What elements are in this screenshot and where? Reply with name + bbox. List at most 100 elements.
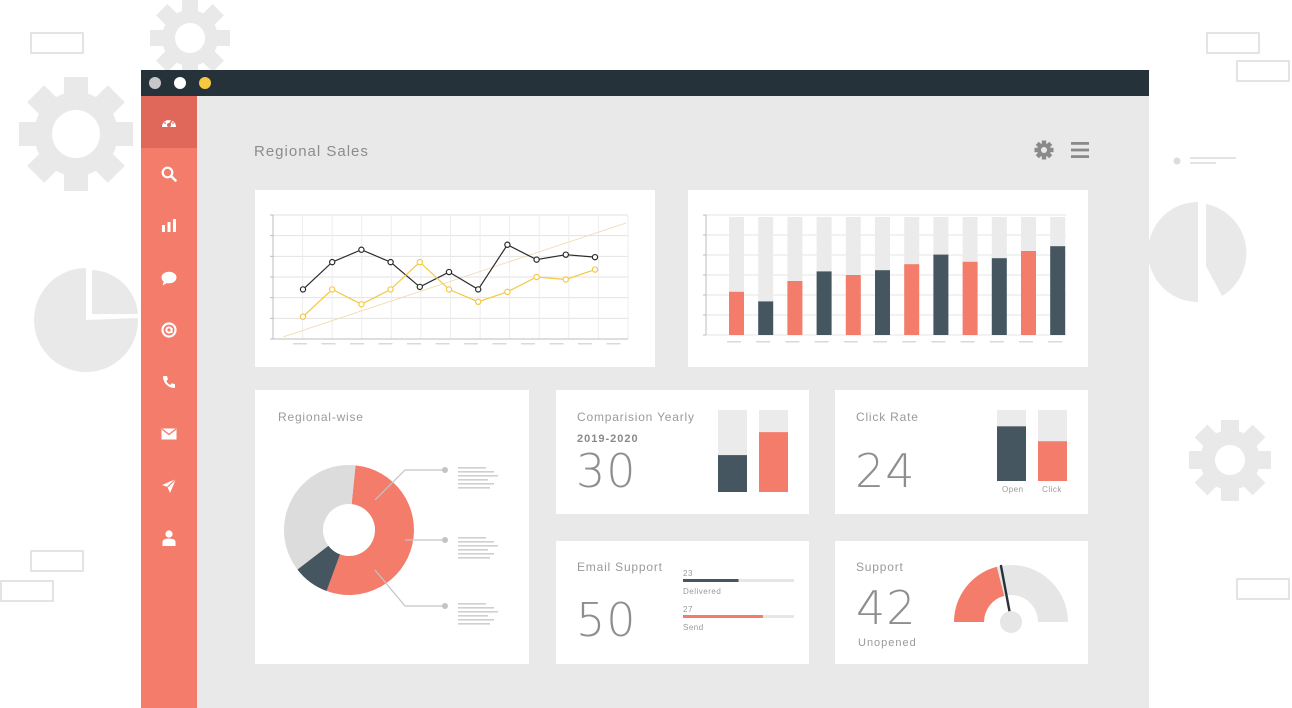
decoration-rect <box>0 580 54 602</box>
progress-fill <box>683 579 739 582</box>
legend-text-placeholder <box>458 475 498 477</box>
donut-slice <box>297 545 341 592</box>
donut-slice <box>326 465 414 595</box>
email-support-card: Email Support 50 23 Delivered 27 Send <box>556 541 809 664</box>
data-point <box>299 286 307 293</box>
bar-chart <box>703 214 1066 343</box>
leader-dot <box>442 467 448 473</box>
legend-text-placeholder <box>458 471 494 473</box>
send-count: 27 <box>683 605 693 614</box>
gauge-needle <box>999 564 1012 616</box>
sidebar-item-profile[interactable] <box>141 512 197 564</box>
click-rate-card: Click Rate 24 Open Click <box>835 390 1088 514</box>
bar <box>845 275 861 335</box>
x-tick-label-placeholder <box>293 343 307 345</box>
app-window: Regional Sales <box>141 70 1149 708</box>
sidebar-item-charts[interactable] <box>141 200 197 252</box>
donut-slice <box>284 465 356 570</box>
gauge-fill <box>954 566 1005 622</box>
bar <box>991 258 1007 335</box>
line-chart <box>270 214 629 345</box>
x-tick-label-placeholder <box>435 343 450 345</box>
progress-fill <box>683 615 763 618</box>
support-gauge <box>954 564 1068 633</box>
sidebar-item-search[interactable] <box>141 148 197 200</box>
legend-text-placeholder <box>458 619 494 621</box>
sidebar-item-mentions[interactable] <box>141 304 197 356</box>
gear-icon[interactable] <box>1034 140 1054 160</box>
bar <box>933 254 949 335</box>
bar <box>997 426 1026 481</box>
legend-text-placeholder <box>458 537 486 539</box>
title-bar <box>141 70 1149 96</box>
sidebar-item-phone[interactable] <box>141 356 197 408</box>
gear-decoration-icon <box>19 77 133 191</box>
window-close-dot[interactable] <box>149 77 161 89</box>
x-tick-label-placeholder <box>606 343 621 345</box>
bar <box>758 301 774 335</box>
decoration-lines <box>1173 157 1236 165</box>
legend-text-placeholder <box>458 607 494 609</box>
data-point <box>533 256 540 263</box>
decoration-rect <box>1236 60 1290 82</box>
x-tick-label-placeholder <box>521 343 535 345</box>
legend-text-placeholder <box>458 623 490 625</box>
legend-text-placeholder <box>458 545 498 547</box>
bar <box>718 455 747 492</box>
chat-icon <box>161 271 177 285</box>
comparison-bars <box>718 410 788 492</box>
sidebar-item-dashboard[interactable] <box>141 96 197 148</box>
sidebar-item-mail[interactable] <box>141 408 197 460</box>
support-title: Support <box>856 560 904 574</box>
comparison-period: 2019-2020 <box>577 433 639 445</box>
x-tick-label-placeholder <box>931 341 946 343</box>
email-support-title: Email Support <box>577 560 663 574</box>
donut-chart <box>284 465 498 625</box>
sidebar-item-messages[interactable] <box>141 252 197 304</box>
legend-text-placeholder <box>458 553 494 555</box>
bar-chart-card <box>688 190 1088 367</box>
x-tick-label-placeholder <box>873 341 887 343</box>
data-point <box>299 313 307 320</box>
leader-dot <box>442 537 448 543</box>
leader-line <box>374 569 445 607</box>
gauge-track <box>996 565 1068 622</box>
x-tick-label-placeholder <box>902 341 917 343</box>
dashboard-icon <box>162 118 176 127</box>
comparison-yearly-title: Comparision Yearly <box>577 410 695 424</box>
decoration-rect <box>1236 578 1290 600</box>
mail-icon <box>161 428 177 440</box>
leader-dot <box>442 603 448 609</box>
regional-wise-card: Regional-wise <box>255 390 529 664</box>
line-chart-card <box>255 190 655 367</box>
hamburger-menu-icon[interactable] <box>1070 140 1090 160</box>
support-card: Support 42 Unopened <box>835 541 1088 664</box>
line-series-0 <box>302 243 596 291</box>
bar <box>759 432 788 492</box>
window-maximize-dot[interactable] <box>199 77 211 89</box>
window-minimize-dot[interactable] <box>174 77 186 89</box>
click-rate-bars <box>997 410 1067 481</box>
data-point <box>445 286 453 293</box>
comparison-yearly-card: Comparision Yearly 2019-2020 30 <box>556 390 809 514</box>
click-rate-click-label: Click <box>1042 485 1062 494</box>
send-label: Send <box>683 623 704 632</box>
legend-text-placeholder <box>458 483 494 485</box>
user-icon <box>162 530 176 546</box>
legend-text-placeholder <box>458 615 488 617</box>
send-icon <box>162 478 177 493</box>
legend-text-placeholder <box>458 611 498 613</box>
data-point <box>591 266 599 273</box>
click-rate-open-label: Open <box>1002 485 1024 494</box>
bar-chart-icon <box>162 219 176 232</box>
x-tick-label-placeholder <box>727 341 741 343</box>
pie-decoration-icon <box>1148 202 1247 302</box>
sidebar-item-send[interactable] <box>141 460 197 512</box>
at-sign-icon <box>161 322 177 338</box>
bar <box>816 271 832 335</box>
x-tick-label-placeholder <box>989 341 1004 343</box>
regional-wise-title: Regional-wise <box>278 410 364 424</box>
bar <box>729 291 744 335</box>
x-tick-label-placeholder <box>378 343 393 345</box>
